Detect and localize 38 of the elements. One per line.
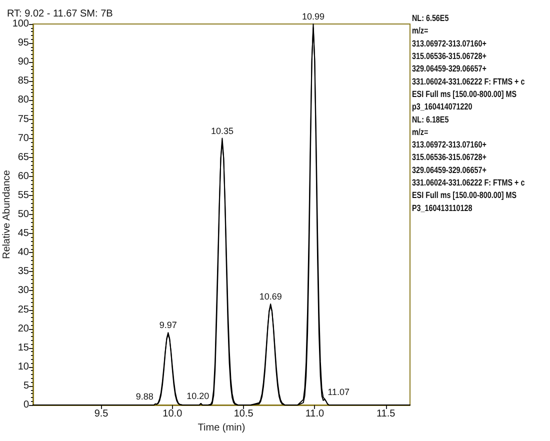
chart-title: RT: 9.02 - 11.67 SM: 7B xyxy=(7,8,114,20)
y-tick-label: 100 xyxy=(12,18,30,30)
y-tick-label: 15 xyxy=(18,342,30,354)
annotation: 9.88 xyxy=(136,391,154,402)
x-tick-label: 10.5 xyxy=(234,408,254,420)
x-tick-label: 9.5 xyxy=(94,408,109,420)
y-tick-label: 60 xyxy=(18,170,30,182)
x-tick-label: 10.0 xyxy=(162,408,183,420)
y-tick-label: 75 xyxy=(18,114,30,125)
annotation: 9.97 xyxy=(159,320,177,330)
y-tick-label: 95 xyxy=(18,38,30,49)
y-tick-label: 0 xyxy=(23,400,30,410)
annotation: 10.35 xyxy=(210,126,234,136)
y-tick-label: 10 xyxy=(18,361,30,372)
y-tick-label: 40 xyxy=(18,247,30,258)
y-tick-label: 5 xyxy=(23,380,30,392)
y-tick-label: 25 xyxy=(18,304,30,316)
text: NL: 6.56E5 m/z= 313.06972-313.07160+ 315.06536-315.06728+ 329.06459-329.06657+ 331.06024-331.06222 F: FTMS + c ESI Full ms [150.00-800.00] MS p3_160414071220 xyxy=(412,13,526,112)
annotation: 10.20 xyxy=(186,390,210,401)
y-tick-label: 50 xyxy=(18,209,30,220)
annotation: 11.07 xyxy=(328,386,350,397)
y-tick-label: 45 xyxy=(18,228,30,240)
y-tick-label: 90 xyxy=(18,56,30,68)
x-tick-label: 11.0 xyxy=(305,408,324,420)
y-tick-label: 85 xyxy=(18,76,30,87)
y-tick-label: 35 xyxy=(18,266,30,278)
y-tick-label: 80 xyxy=(18,94,30,106)
text: NL: 6.18E5 m/z= 313.06972-313.07160+ 315.06536-315.06728+ 329.06459-329.06657+ 331.06024-331.06222 F: FTMS + c ESI Full ms [150.00-800.00] MS P3_160413110128 xyxy=(412,114,526,214)
y-tick-label: 55 xyxy=(18,190,30,201)
annotation: 10.69 xyxy=(259,292,282,302)
y-tick-label: 30 xyxy=(18,285,30,296)
y-tick-label: 20 xyxy=(18,323,30,334)
x-tick-label: 11.5 xyxy=(376,408,396,420)
x-axis-title: Time (min) xyxy=(198,422,246,434)
y-axis-title: Relative Abundance xyxy=(2,170,12,259)
y-tick-label: 70 xyxy=(18,132,30,144)
y-tick-label: 65 xyxy=(18,152,30,163)
annotation: 10.99 xyxy=(302,12,325,22)
